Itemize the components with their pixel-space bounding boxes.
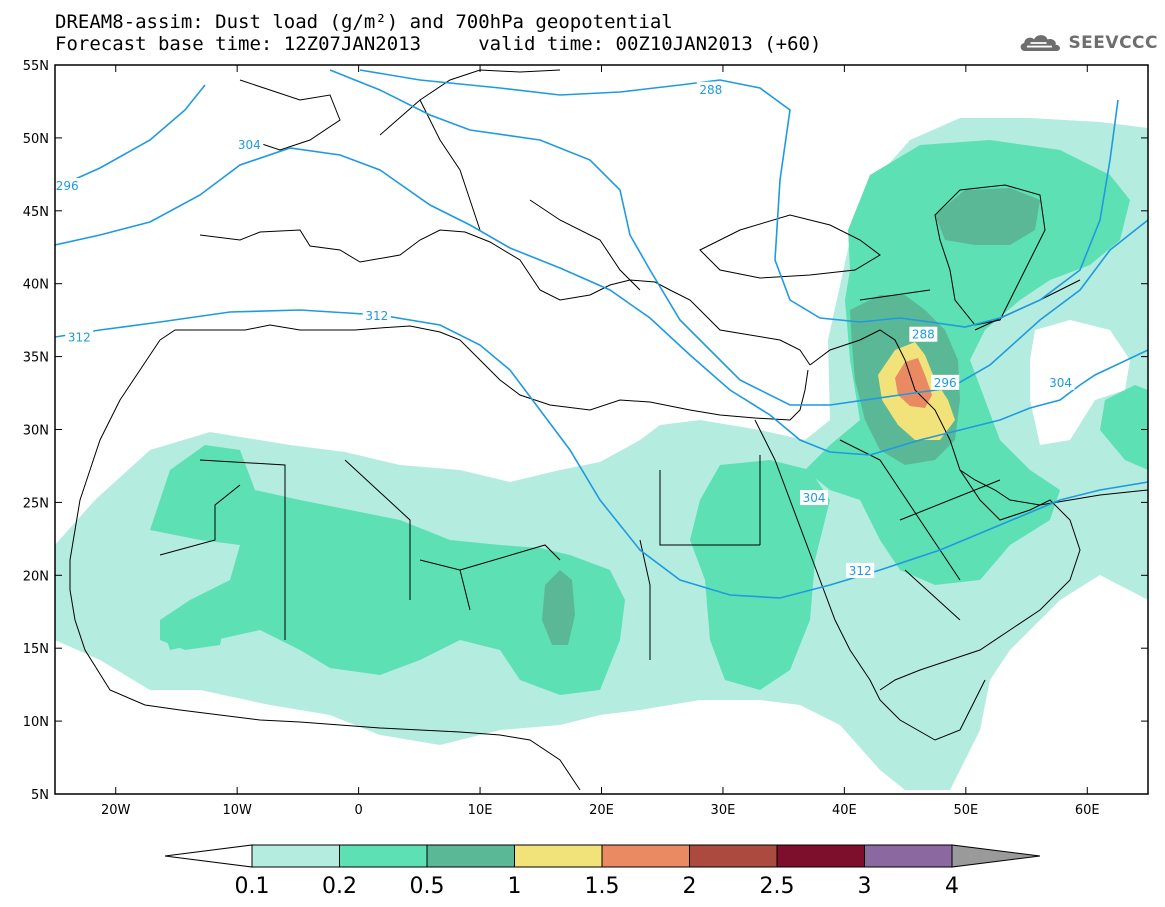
coastline <box>69 339 581 791</box>
coastline <box>809 329 1081 691</box>
x-tick-label: 20W <box>101 803 131 818</box>
contour-label-background <box>53 178 82 194</box>
colorbar-swatch <box>339 844 428 868</box>
dust-level-0-2 <box>1100 385 1148 470</box>
coastline <box>379 69 641 291</box>
dust-level-1-5 <box>895 358 932 408</box>
coastline <box>754 419 986 741</box>
contour-label: 288 <box>912 328 935 342</box>
x-tick-label: 60E <box>1075 803 1100 818</box>
contour-304 <box>55 147 1148 456</box>
colorbar-swatch <box>864 844 953 868</box>
colorbar-label: 2.5 <box>760 874 795 899</box>
contour-label-background <box>65 329 94 345</box>
contour-label-background <box>931 374 960 390</box>
axis-ticks: 20W 10W 0 10E 20E 30E 40E 50E 60E 55N 50N 45N 40N 35N… <box>23 59 1148 818</box>
coastline <box>199 229 811 366</box>
dust-level-0-5 <box>935 188 1040 245</box>
contour-label-background <box>846 562 875 578</box>
colorbar-left-triangle <box>164 844 253 868</box>
x-tick-label: 20E <box>589 803 614 818</box>
contour-label-background <box>1046 374 1075 390</box>
coastline <box>959 469 1148 506</box>
colorbar-swatch <box>514 844 603 868</box>
x-tick-label: 40E <box>832 803 857 818</box>
coastline <box>239 79 341 151</box>
contour-label-background <box>909 326 938 342</box>
colorbar-label: 1.5 <box>585 874 620 899</box>
dust-level-0-2 <box>150 445 625 695</box>
contour-label: 304 <box>238 138 261 152</box>
y-tick-label: 10N <box>23 715 49 730</box>
colorbar-swatch <box>601 844 690 868</box>
contour-label-background <box>362 307 391 323</box>
x-tick-label: 10W <box>222 803 252 818</box>
contour-312 <box>55 309 1148 599</box>
y-tick-label: 25N <box>23 496 49 511</box>
coastline <box>159 324 809 421</box>
y-tick-label: 50N <box>23 132 49 147</box>
dust-level-0-2 <box>160 605 225 650</box>
colorbar-swatch <box>776 844 865 868</box>
colorbar-swatch <box>251 844 340 868</box>
y-tick-label: 30N <box>23 424 49 439</box>
colorbar-label: 2 <box>683 874 697 899</box>
contour-288 <box>359 69 1119 328</box>
dust-level-0-2 <box>805 140 1130 585</box>
contour-label: 312 <box>68 331 91 345</box>
contour-label: 304 <box>1049 376 1072 390</box>
coastlines-borders <box>69 69 1148 791</box>
x-tick-label: 30E <box>711 803 736 818</box>
geopotential-contours <box>55 69 1148 599</box>
y-tick-label: 15N <box>23 642 49 657</box>
country-border <box>839 279 1081 621</box>
logo-text: SEEVCCC <box>1068 33 1158 53</box>
contour-label: 312 <box>849 564 872 578</box>
seevccc-logo: SEEVCCC <box>1018 28 1158 58</box>
colorbar-label: 0.2 <box>322 874 357 899</box>
y-tick-label: 35N <box>23 351 49 366</box>
colorbar: 0.1 0.2 0.5 1 1.5 2 2.5 3 4 <box>164 844 1041 899</box>
contour-296 <box>55 69 1148 406</box>
contour-label: 312 <box>365 309 388 323</box>
caspian-coast <box>934 184 1046 326</box>
country-border <box>159 455 761 660</box>
contour-label-background <box>696 81 725 97</box>
contour-label: 288 <box>699 83 722 97</box>
dust-level-0-2 <box>690 460 830 690</box>
x-tick-label: 50E <box>953 803 978 818</box>
colorbar-label: 0.1 <box>235 874 270 899</box>
dust-load-shading <box>55 118 1148 790</box>
colorbar-label: 4 <box>945 874 959 899</box>
contour-label: 296 <box>56 179 79 193</box>
colorbar-label: 3 <box>858 874 872 899</box>
dust-level-0-1 <box>1030 320 1130 445</box>
cloud-icon <box>1020 35 1061 52</box>
x-tick-label: 10E <box>468 803 493 818</box>
contour-labels: 288 288 296 296 304 304 304 312 312 312 <box>53 81 1075 578</box>
y-tick-label: 40N <box>23 278 49 293</box>
y-tick-label: 55N <box>23 59 49 74</box>
y-tick-label: 45N <box>23 205 49 220</box>
colorbar-right-triangle <box>951 844 1041 868</box>
forecast-times: Forecast base time: 12Z07JAN2013 valid t… <box>55 33 822 55</box>
colorbar-swatch <box>689 844 778 868</box>
contour-label: 296 <box>934 376 957 390</box>
y-tick-label: 5N <box>31 788 49 803</box>
dust-level-0-5 <box>542 570 575 645</box>
x-tick-label: 0 <box>354 803 362 818</box>
contour-label-background <box>235 137 264 153</box>
colorbar-label: 1 <box>508 874 522 899</box>
y-tick-label: 20N <box>23 569 49 584</box>
colorbar-label: 0.5 <box>410 874 445 899</box>
colorbar-swatch <box>426 844 515 868</box>
contour-label-background <box>800 490 829 506</box>
map-title: DREAM8-assim: Dust load (g/m²) and 700hP… <box>55 11 673 33</box>
black-sea-coast <box>699 214 881 279</box>
contour-label: 304 <box>803 491 826 505</box>
